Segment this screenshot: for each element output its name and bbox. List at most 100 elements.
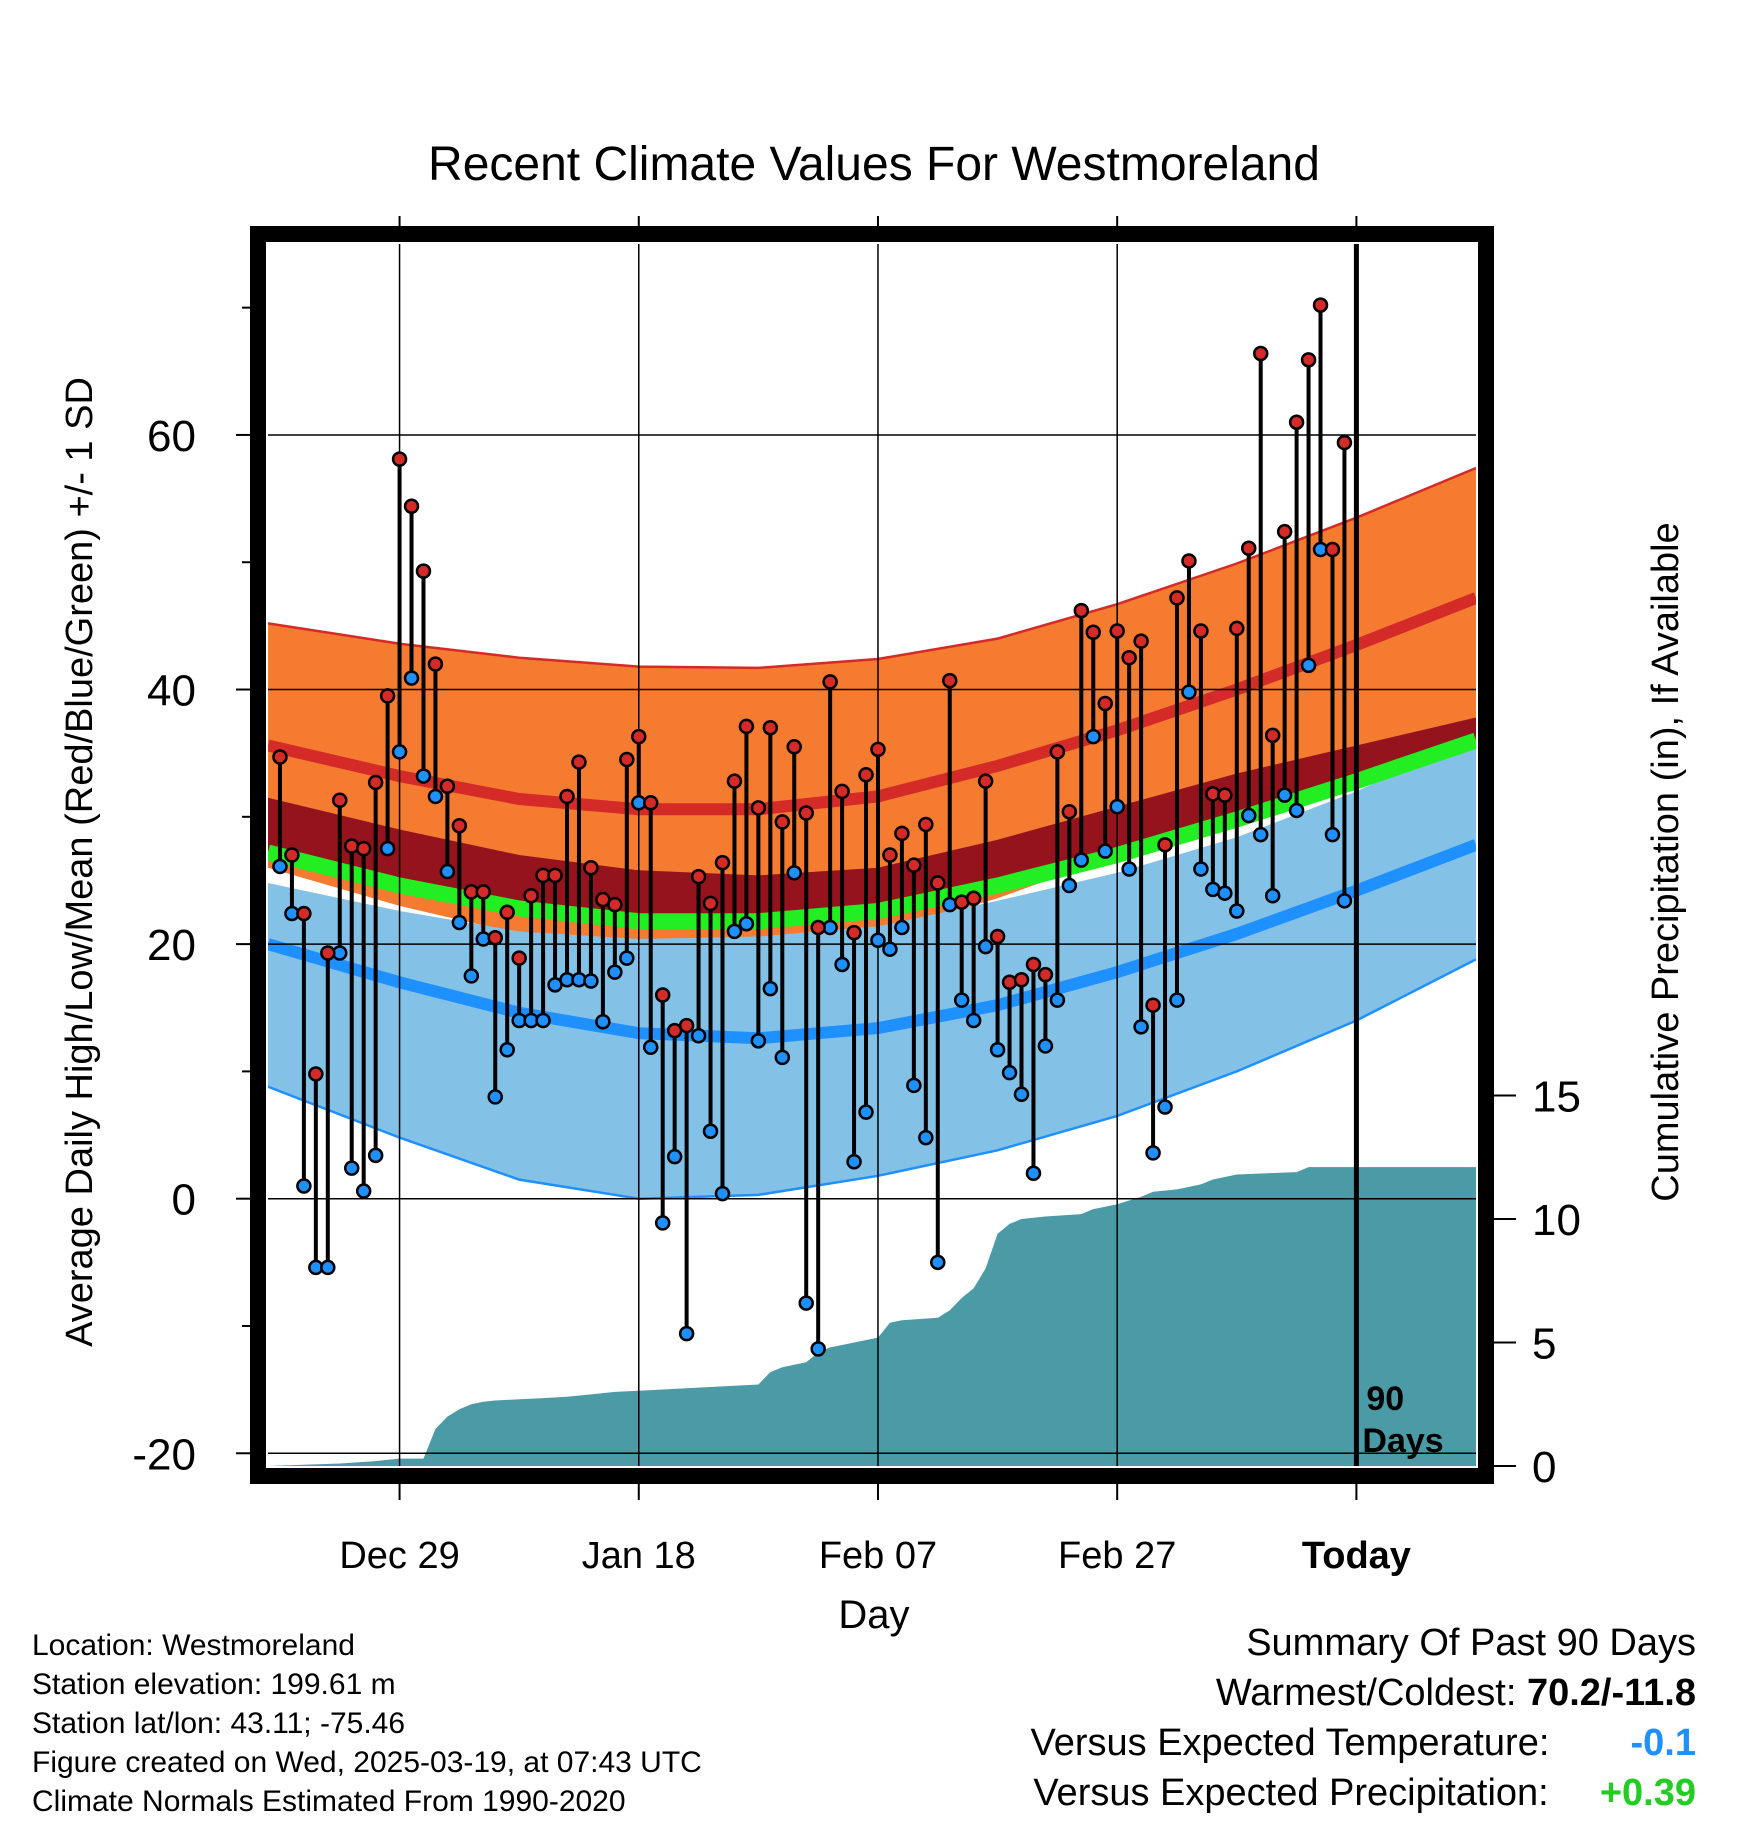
low-sd-band — [268, 737, 1476, 1199]
precip-area — [268, 1167, 1476, 1466]
daily-high-point — [1061, 803, 1078, 820]
daily-high-point — [272, 749, 288, 765]
warm-cold-row: Warmest/Coldest: 70.2/-11.8 — [1030, 1668, 1696, 1718]
x-tick-label: Feb 27 — [1058, 1535, 1176, 1577]
daily-low-point — [1097, 843, 1113, 859]
y-left-tick-label: -20 — [132, 1430, 196, 1479]
daily-high-point — [583, 859, 599, 876]
daily-low-point — [320, 1259, 336, 1276]
daily-low-point — [379, 840, 396, 857]
daily-high-point — [403, 498, 420, 514]
daily-low-point — [367, 1147, 384, 1164]
daily-high-point — [487, 929, 503, 946]
location-text: Location: Westmoreland — [32, 1629, 355, 1662]
daily-low-point — [1157, 1099, 1173, 1115]
warm-cold-value: 70.2/-11.8 — [1526, 1672, 1696, 1714]
daily-high-point — [415, 563, 432, 579]
daily-low-point — [1121, 861, 1137, 877]
daily-low-point — [654, 1215, 671, 1231]
daily-high-point — [1157, 837, 1173, 853]
daily-high-point — [1181, 553, 1197, 569]
daily-high-point — [1288, 414, 1305, 430]
daily-low-point — [595, 1014, 611, 1030]
daily-high-point — [906, 857, 922, 873]
daily-high-point — [571, 754, 587, 770]
daily-high-point — [1193, 623, 1209, 639]
daily-low-point — [810, 1341, 826, 1357]
daily-high-point — [1049, 744, 1066, 760]
daily-high-point — [619, 751, 635, 768]
y-right-tick-label: 0 — [1532, 1443, 1556, 1492]
daily-low-point — [726, 923, 743, 940]
daily-high-point — [798, 805, 814, 821]
daily-high-point — [870, 741, 886, 758]
daily-high-point — [284, 847, 300, 863]
daily-low-point — [1241, 807, 1257, 824]
daily-high-point — [308, 1066, 324, 1082]
daily-high-point — [1109, 623, 1125, 639]
y-left-tick-label: 0 — [172, 1176, 196, 1225]
summary-title: Summary Of Past 90 Days — [1246, 1622, 1696, 1664]
precip-value: +0.39 — [1599, 1772, 1696, 1814]
x-tick-label: Feb 07 — [819, 1535, 937, 1577]
daily-high-point — [451, 817, 468, 834]
daily-low-point — [1229, 903, 1245, 919]
daily-low-point — [296, 1178, 312, 1194]
daily-low-point — [535, 1012, 551, 1029]
daily-low-point — [1217, 885, 1233, 901]
mean-sd-band — [268, 717, 1476, 922]
daily-low-point — [1085, 728, 1102, 745]
daily-low-point — [750, 1033, 767, 1049]
y-right-tick-label: 5 — [1532, 1320, 1556, 1369]
daily-low-point — [355, 1183, 372, 1199]
daily-high-point — [846, 924, 862, 941]
daily-high-point — [1300, 352, 1317, 368]
daily-high-point — [762, 719, 779, 736]
daily-high-point — [690, 868, 707, 885]
daily-high-point — [1133, 633, 1149, 649]
daily-high-point — [631, 728, 647, 745]
daily-high-point — [427, 656, 444, 672]
daily-high-point — [858, 767, 874, 783]
daily-high-point — [989, 928, 1006, 945]
daily-high-point — [1097, 695, 1113, 712]
daily-low-point — [834, 956, 850, 973]
latlon-text: Station lat/lon: 43.11; -75.46 — [32, 1707, 406, 1740]
temp-row: Versus Expected Temperature: -0.1 — [1030, 1718, 1696, 1768]
x-axis-label: Day — [838, 1593, 909, 1637]
daily-low-point — [1109, 798, 1125, 815]
daily-low-point — [786, 865, 803, 881]
warm-cold-label: Warmest/Coldest: — [1215, 1672, 1517, 1714]
y-right-tick-label: 10 — [1532, 1196, 1581, 1245]
x-tick-label: Today — [1302, 1535, 1411, 1577]
x-tick-label: Jan 18 — [582, 1535, 696, 1577]
daily-low-point — [666, 1148, 683, 1165]
daily-high-point — [810, 919, 826, 936]
daily-high-point — [1252, 345, 1269, 362]
daily-low-point — [1133, 1019, 1149, 1035]
daily-high-point — [391, 451, 408, 467]
daily-low-point — [1264, 887, 1281, 904]
daily-high-point — [642, 795, 659, 811]
daily-high-point — [702, 895, 719, 912]
daily-low-point — [930, 1254, 946, 1271]
daily-high-point — [1264, 727, 1281, 744]
daily-low-point — [977, 938, 994, 955]
daily-low-point — [607, 964, 623, 980]
daily-high-point — [894, 825, 910, 842]
daily-low-point — [1181, 684, 1197, 700]
daily-high-point — [822, 674, 838, 690]
normals-text: Climate Normals Estimated From 1990-2020 — [32, 1785, 626, 1818]
daily-low-point — [427, 788, 444, 805]
y-left-tick-label: 60 — [147, 412, 196, 461]
daily-high-point — [882, 847, 898, 863]
daily-low-point — [774, 1049, 791, 1066]
daily-high-point — [1085, 624, 1102, 640]
daily-low-point — [463, 968, 480, 984]
daily-high-point — [379, 688, 396, 704]
y-right-tick-label: 15 — [1532, 1073, 1581, 1122]
daily-low-point — [415, 768, 432, 784]
daily-high-point — [547, 867, 563, 884]
daily-low-point — [702, 1123, 719, 1139]
daily-high-point — [678, 1017, 695, 1034]
